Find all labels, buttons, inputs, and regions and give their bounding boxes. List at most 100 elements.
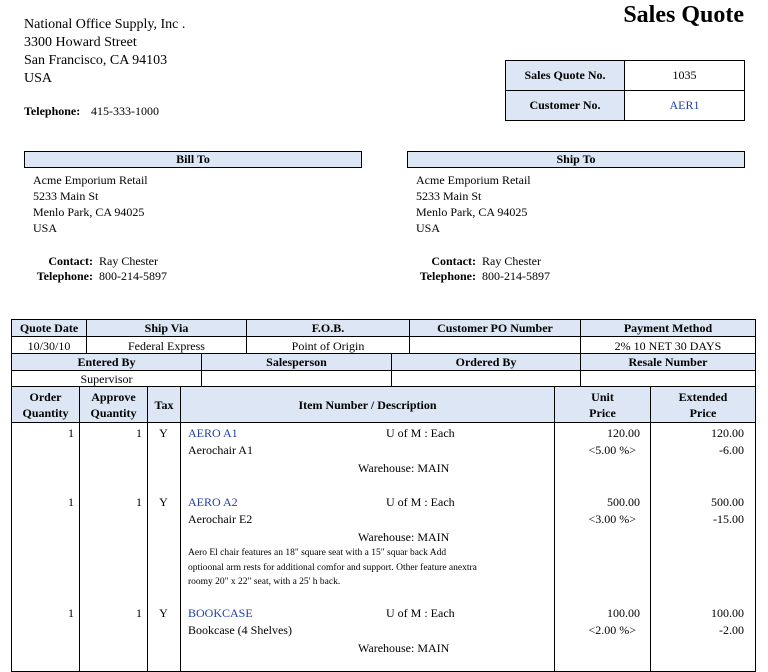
info-label: Sales Quote No.	[524, 68, 606, 82]
entry-header: Entered By	[77, 355, 136, 369]
entry-value-cell	[580, 370, 756, 387]
contact: Ray Chester	[482, 254, 541, 268]
order-value: Point of Origin	[291, 339, 365, 353]
items-body-cell	[11, 422, 80, 672]
item-description: Aerochair E2	[188, 512, 253, 526]
unit-price: 100.00	[607, 606, 640, 620]
company-line: National Office Supply, Inc .	[24, 17, 186, 32]
company-line: 3300 Howard Street	[24, 35, 137, 50]
telephone: 415-333-1000	[91, 104, 159, 118]
unit-price: 500.00	[607, 495, 640, 509]
company-line: San Francisco, CA 94103	[24, 53, 168, 68]
items-header-cell	[11, 386, 80, 423]
telephone-label: Telephone:	[36, 269, 93, 283]
extended-price: 100.00	[711, 606, 744, 620]
items-header: Unit Price	[589, 390, 616, 420]
warehouse: Warehouse: MAIN	[358, 530, 450, 544]
item-note: roomy 20" x 22" seat, with a 25' h back.	[188, 577, 341, 587]
discount-amount: -15.00	[713, 512, 744, 526]
tax-flag: Y	[159, 606, 168, 620]
approve-quantity: 1	[136, 606, 142, 620]
entry-value-cell	[391, 370, 581, 387]
items-header: Item Number / Description	[298, 398, 437, 412]
extended-price: 120.00	[711, 426, 744, 440]
discount-percent: <5.00 %>	[588, 443, 636, 457]
telephone: 800-214-5897	[99, 269, 167, 283]
contact: Ray Chester	[99, 254, 158, 268]
contact-label: Contact:	[431, 254, 476, 268]
item-number: BOOKCASE	[188, 606, 253, 620]
address-line: 5233 Main St	[416, 189, 482, 203]
item-number: AERO A1	[188, 426, 238, 440]
order-header: Payment Method	[623, 321, 713, 335]
entry-value: Supervisor	[80, 372, 133, 386]
entry-header: Resale Number	[628, 355, 708, 369]
warehouse: Warehouse: MAIN	[358, 641, 450, 655]
items-header: Tax	[154, 398, 174, 412]
entry-header: Salesperson	[266, 355, 327, 369]
warehouse: Warehouse: MAIN	[358, 461, 450, 475]
discount-amount: -2.00	[719, 623, 744, 637]
info-value: AER1	[669, 98, 700, 112]
address-header-bar	[24, 151, 362, 168]
items-header: Extended Price	[678, 390, 728, 420]
items-body-cell	[147, 422, 181, 672]
order-quantity: 1	[68, 606, 74, 620]
items-header-cell	[180, 386, 555, 423]
unit-price: 120.00	[607, 426, 640, 440]
items-header: Order Quantity	[22, 390, 69, 420]
item-note: Aero El chair features an 18" square sea…	[188, 548, 447, 558]
tax-flag: Y	[159, 426, 168, 440]
entry-header: Ordered By	[455, 355, 517, 369]
discount-amount: -6.00	[719, 443, 744, 457]
item-description: Aerochair A1	[188, 443, 253, 457]
address-line: Menlo Park, CA 94025	[33, 205, 145, 219]
telephone: 800-214-5897	[482, 269, 550, 283]
unit-of-measure: U of M : Each	[386, 426, 455, 440]
info-value: 1035	[672, 68, 697, 82]
address-line: USA	[416, 221, 441, 235]
order-value: 2% 10 NET 30 DAYS	[614, 339, 722, 353]
order-header: Customer PO Number	[437, 321, 553, 335]
items-body-cell	[79, 422, 148, 672]
info-label-cell	[505, 90, 625, 121]
extended-price: 500.00	[711, 495, 744, 509]
telephone-label: Telephone:	[419, 269, 476, 283]
info-value-cell	[624, 90, 745, 121]
order-value: Federal Express	[128, 339, 205, 353]
order-quantity: 1	[68, 495, 74, 509]
unit-of-measure: U of M : Each	[386, 606, 455, 620]
item-number: AERO A2	[188, 495, 238, 509]
address-line: USA	[33, 221, 58, 235]
order-quantity: 1	[68, 426, 74, 440]
tax-flag: Y	[159, 495, 168, 509]
contact-label: Contact:	[48, 254, 93, 268]
address-line: 5233 Main St	[33, 189, 99, 203]
company-line: USA	[24, 71, 53, 86]
item-note: optioonal arm rests for additional comfo…	[188, 562, 477, 573]
address-line: Menlo Park, CA 94025	[416, 205, 528, 219]
info-label: Customer No.	[529, 98, 601, 112]
address-header-bar	[407, 151, 745, 168]
address-header: Bill To	[176, 152, 210, 166]
address-line: Acme Emporium Retail	[416, 173, 531, 187]
order-header: F.O.B.	[311, 321, 345, 335]
address-header: Ship To	[556, 152, 596, 166]
items-header: Approve Quantity	[90, 390, 137, 420]
order-header: Quote Date	[19, 321, 79, 335]
items-header-cell	[554, 386, 651, 423]
telephone-label: Telephone:	[24, 104, 81, 118]
approve-quantity: 1	[136, 426, 142, 440]
order-value-cell	[409, 336, 581, 354]
order-header: Ship Via	[144, 321, 189, 335]
item-description: Bookcase (4 Shelves)	[188, 623, 292, 637]
document-title: Sales Quote	[623, 2, 744, 28]
order-value: 10/30/10	[27, 339, 71, 353]
discount-percent: <2.00 %>	[588, 623, 636, 637]
approve-quantity: 1	[136, 495, 142, 509]
address-line: Acme Emporium Retail	[33, 173, 148, 187]
entry-value-cell	[201, 370, 392, 387]
unit-of-measure: U of M : Each	[386, 495, 455, 509]
discount-percent: <3.00 %>	[588, 512, 636, 526]
